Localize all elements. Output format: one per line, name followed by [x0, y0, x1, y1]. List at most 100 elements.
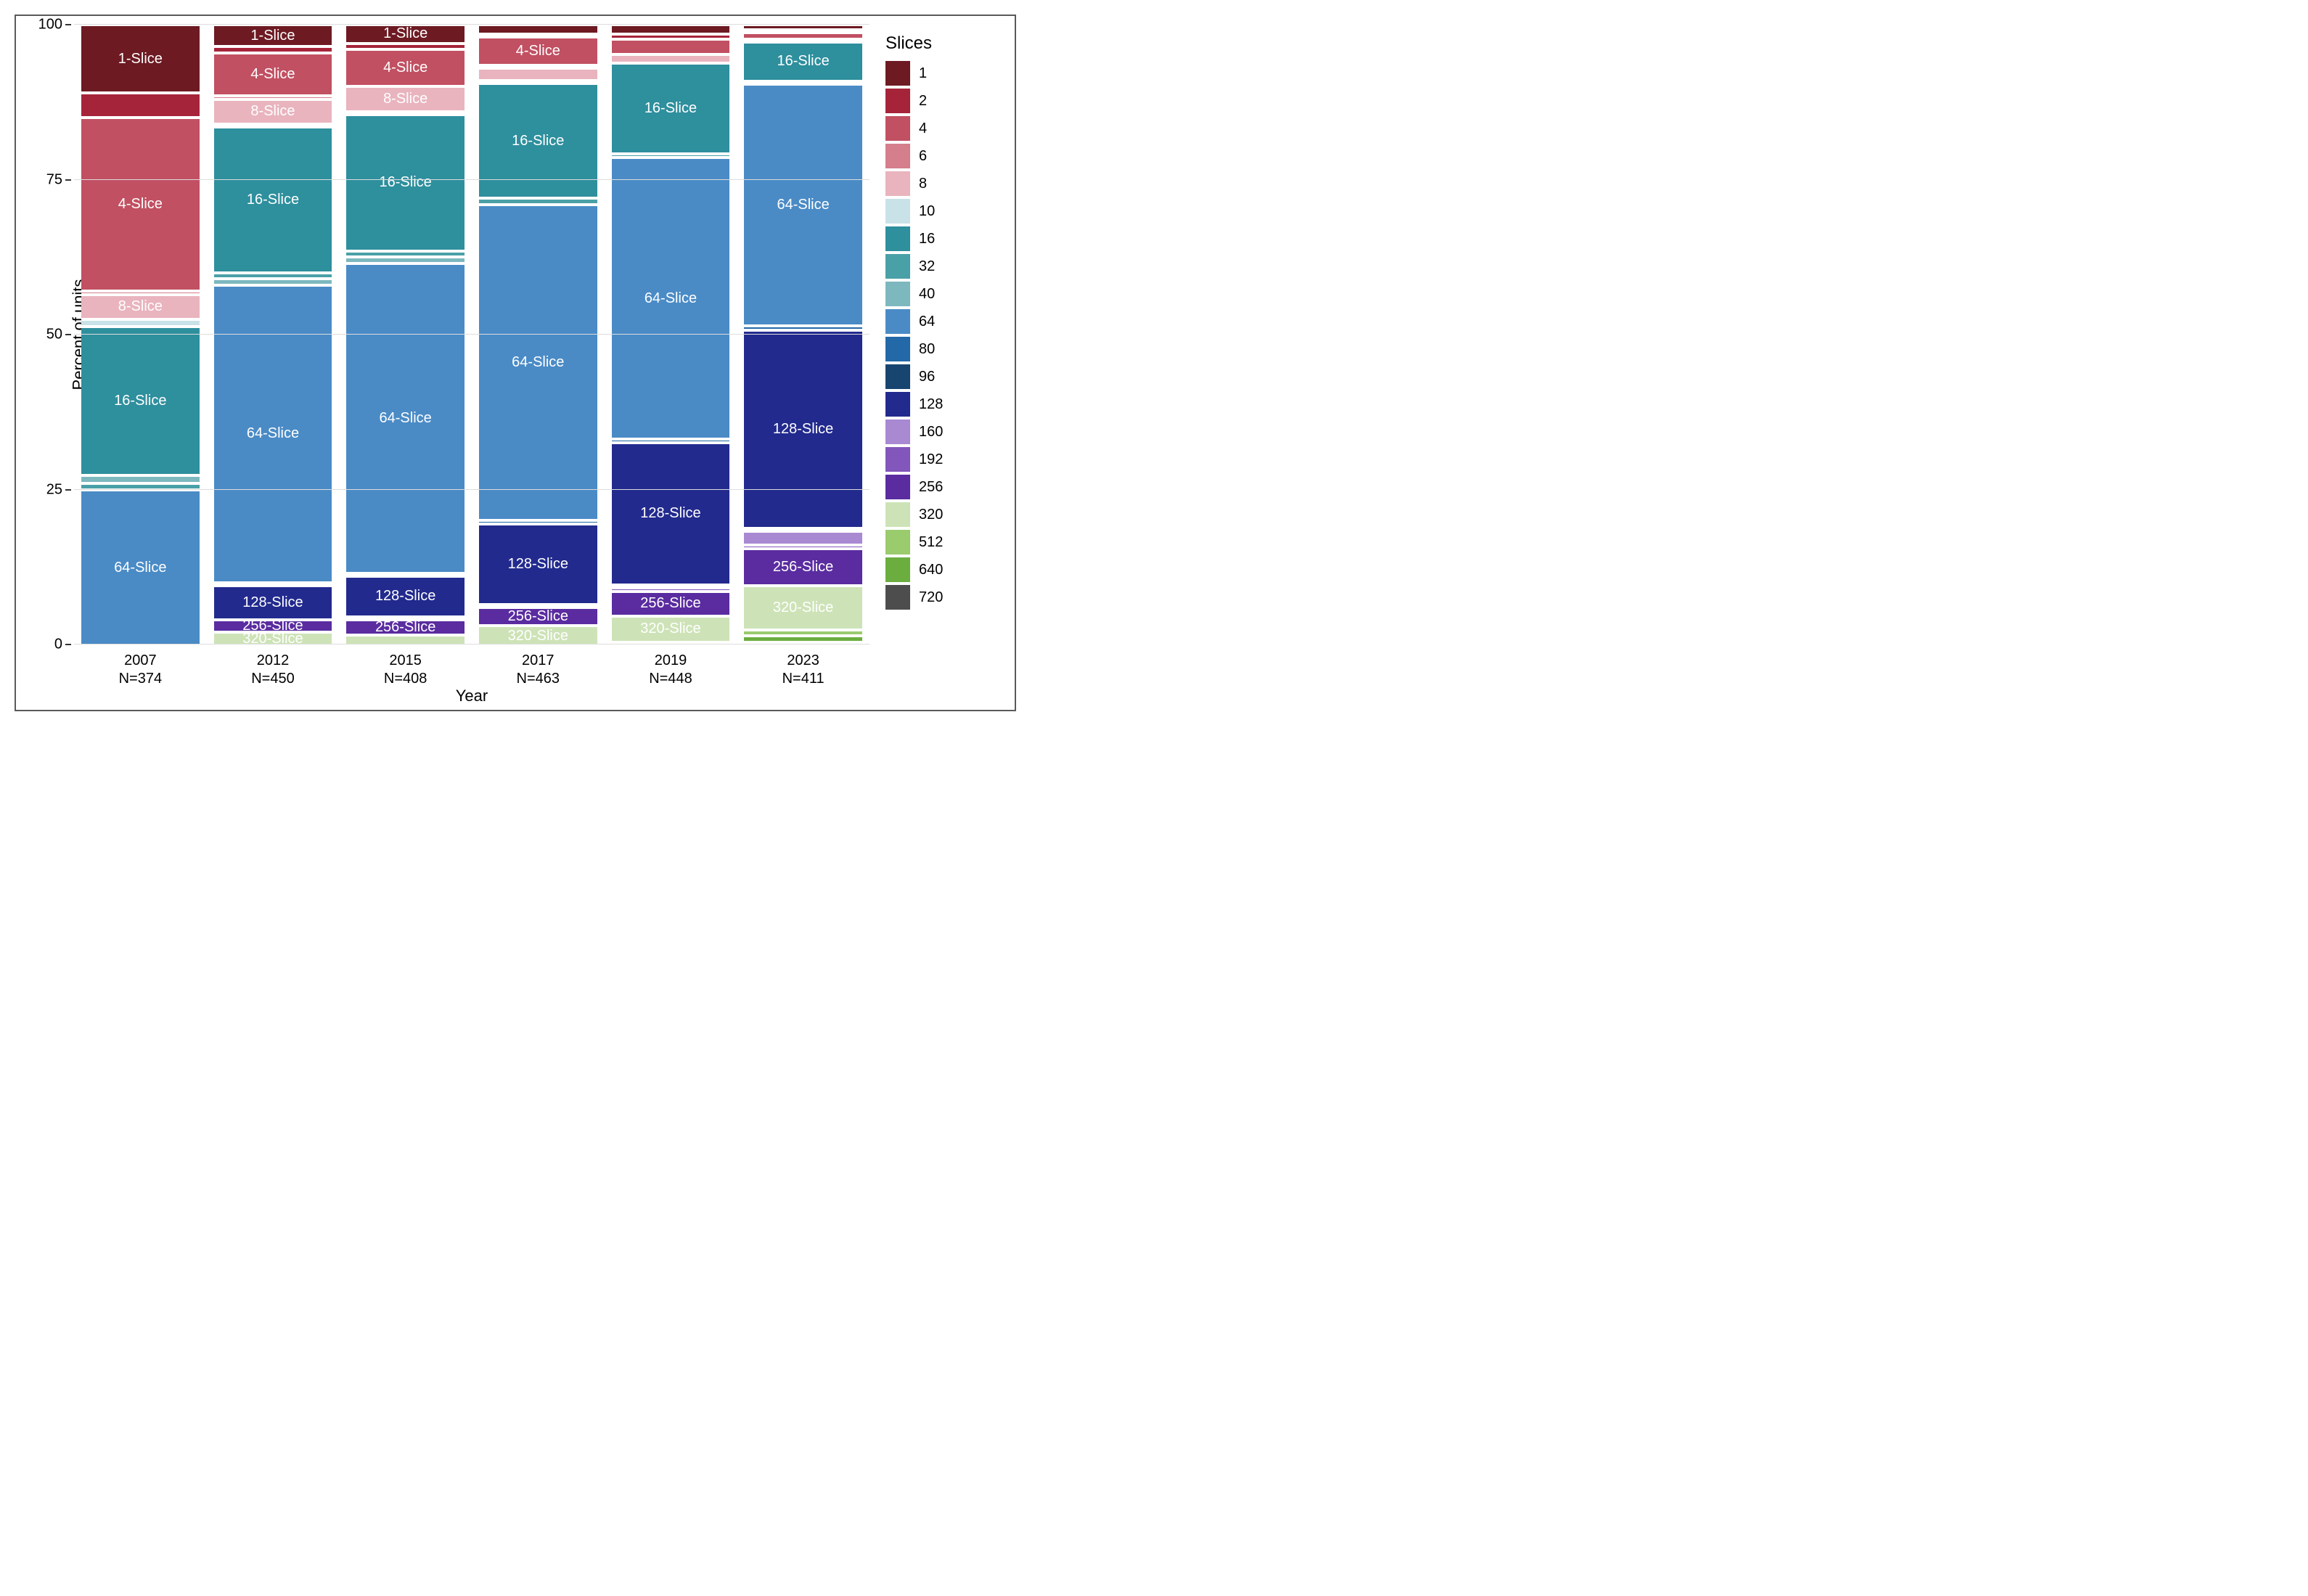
bar-segment [346, 573, 465, 576]
legend-item: 80 [885, 337, 1002, 361]
bar-segment [214, 583, 332, 586]
bar-segment-label: 8-Slice [383, 91, 427, 107]
legend: Slices 124681016324064809612816019225632… [885, 33, 1002, 613]
bar-segment-label: 320-Slice [640, 621, 700, 637]
bar-segment [744, 25, 862, 30]
bar-segment: 4-Slice [479, 37, 597, 65]
legend-label: 720 [919, 589, 943, 606]
bar-segment: 128-Slice [612, 443, 730, 585]
bar-segment: 320-Slice [214, 632, 332, 644]
bar-segment [612, 34, 730, 39]
bar-segment-label: 4-Slice [516, 43, 560, 60]
bar-segment [81, 291, 200, 294]
legend-item: 40 [885, 282, 1002, 306]
legend-label: 32 [919, 258, 935, 275]
bar-segment: 256-Slice [612, 592, 730, 616]
bar-segment-label: 128-Slice [773, 421, 833, 438]
bar-column: 320-Slice256-Slice128-Slice64-Slice16-Sl… [214, 25, 332, 644]
bar-segment-label: 128-Slice [242, 594, 303, 611]
legend-item: 64 [885, 309, 1002, 334]
legend-item: 8 [885, 171, 1002, 196]
legend-label: 96 [919, 369, 935, 385]
bar-segment-label: 256-Slice [773, 559, 833, 576]
bar-segment-label: 64-Slice [512, 354, 564, 371]
bar-segment [744, 545, 862, 549]
y-tick-label: 100 [38, 17, 62, 33]
legend-swatch [885, 420, 910, 444]
legend-label: 1 [919, 65, 927, 82]
x-tick-n: N=374 [74, 670, 207, 688]
bar-segment-label: 4-Slice [383, 60, 427, 76]
legend-label: 4 [919, 120, 927, 137]
bar-segment-label: 1-Slice [383, 25, 427, 42]
bar-segment: 8-Slice [346, 86, 465, 111]
legend-label: 128 [919, 396, 943, 413]
legend-item: 96 [885, 364, 1002, 389]
bar-segment: 64-Slice [479, 205, 597, 521]
legend-item: 2 [885, 89, 1002, 113]
bar-segment: 1-Slice [346, 25, 465, 44]
bar-segment [346, 257, 465, 263]
legend-swatch [885, 364, 910, 389]
y-tick-mark [65, 24, 71, 25]
bar-segment: 128-Slice [214, 586, 332, 620]
x-tick-year: 2015 [339, 652, 472, 670]
legend-label: 8 [919, 176, 927, 192]
bar-segment-label: 64-Slice [380, 410, 432, 427]
bar-segment-label: 256-Slice [508, 608, 568, 625]
bar-segment-label: 16-Slice [777, 53, 829, 70]
bar-segment-label: 4-Slice [118, 196, 163, 213]
x-tick-year: 2012 [207, 652, 340, 670]
bar-segment [81, 319, 200, 327]
legend-item: 1 [885, 61, 1002, 86]
legend-swatch [885, 254, 910, 279]
bars-row: 64-Slice 16-Slice 8-Slice 4-Slice 1-Slice 320… [74, 25, 869, 644]
bar-segment-label: 256-Slice [640, 595, 700, 612]
legend-title: Slices [885, 33, 1002, 54]
bar-segment: 320-Slice [479, 626, 597, 644]
bar-segment-label: 64-Slice [114, 560, 166, 576]
y-tick-label: 75 [46, 171, 62, 188]
x-tick-year: 2019 [605, 652, 737, 670]
bar-segment [214, 124, 332, 127]
y-tick-label: 25 [46, 481, 62, 498]
y-tick-mark [65, 179, 71, 181]
bar-segment-label: 320-Slice [242, 632, 303, 644]
bar-segment [612, 54, 730, 63]
bar-segment [81, 475, 200, 483]
y-tick-mark [65, 334, 71, 335]
bar-segment: 128-Slice [479, 524, 597, 605]
bar-segment: 8-Slice [214, 99, 332, 124]
bar-segment: 320-Slice [744, 586, 862, 630]
bar-segment: 4-Slice [346, 49, 465, 86]
legend-label: 10 [919, 203, 935, 220]
bar-segment-label: 256-Slice [242, 620, 303, 632]
legend-swatch [885, 199, 910, 224]
bar-segment [346, 112, 465, 115]
bar-segment-label: 16-Slice [644, 100, 697, 117]
legend-label: 2 [919, 93, 927, 110]
bar-segment-label: 1-Slice [118, 51, 163, 67]
bar-segment [744, 81, 862, 84]
bar-column: 320-Slice256-Slice128-Slice64-Slice16-Sl… [744, 25, 862, 644]
legend-swatch [885, 61, 910, 86]
bar-segment: 16-Slice [744, 42, 862, 81]
legend-item: 256 [885, 475, 1002, 499]
plot-area: 64-Slice 16-Slice 8-Slice 4-Slice 1-Slice 320… [74, 25, 869, 644]
x-tick: 2007N=374 [74, 644, 207, 710]
bar-segment: 16-Slice [479, 83, 597, 198]
bar-segment [744, 528, 862, 531]
legend-label: 640 [919, 562, 943, 578]
bar-column: 320-Slice256-Slice 128-Slice 64-Slice 16-Sl… [479, 25, 597, 644]
bar-segment [744, 326, 862, 330]
bar-segment: 256-Slice [479, 607, 597, 626]
bar-segment [214, 273, 332, 279]
gridline [74, 24, 869, 25]
bar-segment [479, 65, 597, 68]
bar-segment [612, 585, 730, 588]
y-tick-label: 50 [46, 327, 62, 343]
bar-segment [479, 25, 597, 34]
legend-label: 320 [919, 507, 943, 523]
legend-label: 6 [919, 148, 927, 165]
x-tick: 2017N=463 [472, 644, 605, 710]
